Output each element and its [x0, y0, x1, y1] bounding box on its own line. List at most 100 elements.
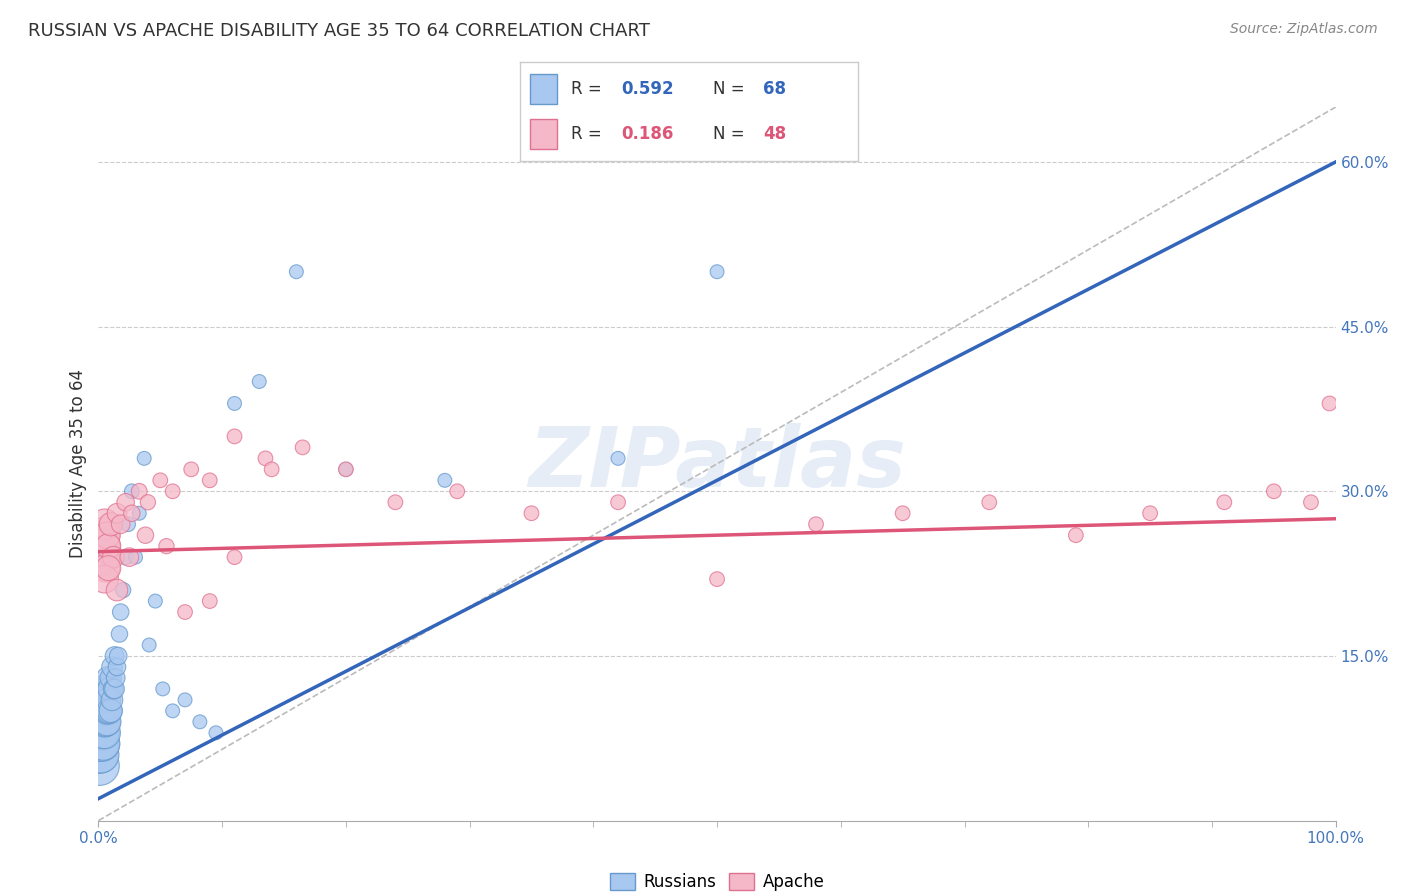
Point	[118, 550, 141, 565]
Point	[91, 714, 114, 729]
Point	[335, 462, 357, 476]
Point	[155, 539, 177, 553]
Point	[103, 681, 125, 696]
Point	[335, 462, 357, 476]
Point	[114, 550, 136, 565]
Text: 68: 68	[763, 80, 786, 98]
Point	[98, 704, 121, 718]
Point	[93, 726, 115, 740]
Point	[89, 737, 111, 751]
Legend: Russians, Apache: Russians, Apache	[603, 866, 831, 892]
Bar	[530, 74, 557, 103]
Bar	[530, 120, 557, 149]
Text: N =: N =	[713, 125, 749, 143]
Point	[90, 726, 112, 740]
Point	[90, 737, 112, 751]
Point	[93, 704, 115, 718]
Point	[105, 660, 128, 674]
Text: RUSSIAN VS APACHE DISABILITY AGE 35 TO 64 CORRELATION CHART: RUSSIAN VS APACHE DISABILITY AGE 35 TO 6…	[28, 22, 650, 40]
Point	[93, 714, 115, 729]
Point	[607, 495, 630, 509]
Text: 0.592: 0.592	[621, 80, 673, 98]
Point	[104, 671, 127, 685]
Point	[520, 506, 543, 520]
Point	[91, 528, 114, 542]
Text: Source: ZipAtlas.com: Source: ZipAtlas.com	[1230, 22, 1378, 37]
Point	[254, 451, 277, 466]
Text: R =: R =	[571, 80, 607, 98]
Point	[149, 473, 172, 487]
Point	[706, 265, 728, 279]
Point	[97, 671, 120, 685]
Point	[117, 517, 139, 532]
Point	[121, 506, 143, 520]
Point	[90, 714, 112, 729]
Point	[285, 265, 308, 279]
Point	[97, 693, 120, 707]
Text: ZIPatlas: ZIPatlas	[529, 424, 905, 504]
Point	[97, 561, 120, 575]
Point	[198, 594, 221, 608]
Point	[188, 714, 211, 729]
Point	[110, 605, 132, 619]
Point	[91, 704, 114, 718]
Point	[1213, 495, 1236, 509]
Point	[94, 693, 117, 707]
Point	[89, 758, 111, 772]
Point	[96, 528, 118, 542]
Point	[446, 484, 468, 499]
Point	[136, 495, 159, 509]
Point	[433, 473, 456, 487]
Point	[110, 517, 132, 532]
Point	[97, 539, 120, 553]
Point	[103, 550, 125, 565]
Point	[114, 495, 136, 509]
Point	[91, 726, 114, 740]
Point	[96, 714, 118, 729]
Point	[706, 572, 728, 586]
Point	[121, 484, 143, 499]
Point	[96, 704, 118, 718]
Point	[94, 561, 117, 575]
Point	[100, 704, 122, 718]
Point	[124, 550, 146, 565]
Y-axis label: Disability Age 35 to 64: Disability Age 35 to 64	[69, 369, 87, 558]
Point	[291, 441, 314, 455]
Point	[90, 704, 112, 718]
Point	[93, 704, 115, 718]
Point	[90, 737, 112, 751]
Point	[112, 583, 135, 598]
Point	[91, 693, 114, 707]
Point	[180, 462, 202, 476]
Point	[205, 726, 228, 740]
Point	[979, 495, 1001, 509]
Point	[105, 583, 128, 598]
Point	[93, 693, 115, 707]
Point	[108, 627, 131, 641]
Point	[162, 704, 184, 718]
Point	[138, 638, 160, 652]
Point	[100, 517, 122, 532]
Point	[174, 693, 197, 707]
Point	[162, 484, 184, 499]
Point	[607, 451, 630, 466]
Point	[91, 737, 114, 751]
Point	[198, 473, 221, 487]
Point	[1064, 528, 1087, 542]
Text: N =: N =	[713, 80, 749, 98]
Point	[93, 517, 115, 532]
Point	[1263, 484, 1285, 499]
Point	[97, 704, 120, 718]
Point	[804, 517, 827, 532]
Point	[224, 396, 246, 410]
Point	[260, 462, 283, 476]
Point	[1299, 495, 1322, 509]
Text: R =: R =	[571, 125, 607, 143]
Point	[128, 484, 150, 499]
Point	[89, 714, 111, 729]
Point	[384, 495, 406, 509]
Point	[93, 726, 115, 740]
Point	[134, 528, 156, 542]
Point	[134, 451, 156, 466]
Point	[105, 506, 128, 520]
